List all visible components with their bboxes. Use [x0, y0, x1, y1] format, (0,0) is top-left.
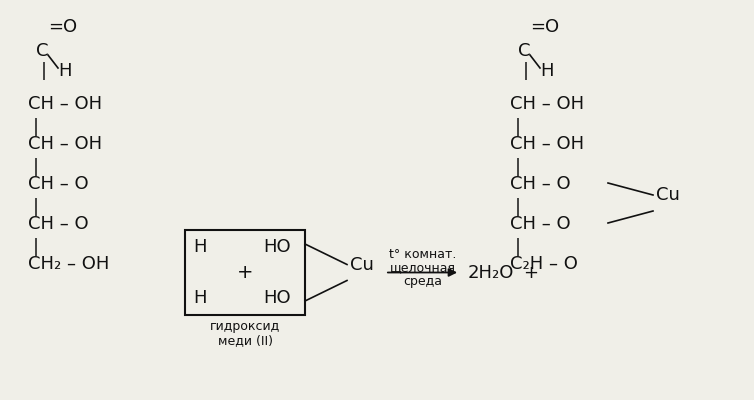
Text: CH₂ – OH: CH₂ – OH [28, 255, 109, 273]
Text: |: | [515, 158, 521, 176]
Text: H: H [540, 62, 553, 80]
Text: C: C [518, 42, 531, 60]
Text: C₂H – O: C₂H – O [510, 255, 578, 273]
Text: |: | [33, 158, 39, 176]
Text: =O: =O [48, 18, 77, 36]
Text: Cu: Cu [656, 186, 680, 204]
Text: щелочная: щелочная [390, 262, 455, 274]
Text: |: | [33, 238, 39, 256]
Text: CH – O: CH – O [510, 215, 571, 233]
Text: CH – O: CH – O [28, 175, 89, 193]
Text: CH – OH: CH – OH [510, 95, 584, 113]
Text: Cu: Cu [350, 256, 374, 274]
Text: CH – OH: CH – OH [28, 95, 102, 113]
Text: H: H [193, 238, 207, 256]
Text: C: C [36, 42, 48, 60]
Text: |: | [41, 62, 47, 80]
Text: |: | [33, 118, 39, 136]
Text: t° комнат.: t° комнат. [389, 248, 456, 262]
Text: CH – OH: CH – OH [510, 135, 584, 153]
Text: +: + [523, 264, 538, 282]
Text: |: | [515, 198, 521, 216]
Text: HO: HO [263, 238, 290, 256]
Text: 2H₂O: 2H₂O [468, 264, 514, 282]
Text: гидроксид: гидроксид [210, 320, 280, 333]
Text: HO: HO [263, 289, 290, 307]
Text: |: | [515, 118, 521, 136]
Text: =O: =O [530, 18, 559, 36]
Text: |: | [523, 62, 529, 80]
Text: CH – O: CH – O [510, 175, 571, 193]
Text: CH – O: CH – O [28, 215, 89, 233]
Text: |: | [33, 198, 39, 216]
Text: |: | [515, 238, 521, 256]
Text: среда: среда [403, 276, 442, 288]
Text: H: H [193, 289, 207, 307]
Text: +: + [237, 263, 253, 282]
Text: CH – OH: CH – OH [28, 135, 102, 153]
Text: H: H [58, 62, 72, 80]
Bar [185, 230, 305, 315]
Text: меди (II): меди (II) [217, 334, 272, 347]
